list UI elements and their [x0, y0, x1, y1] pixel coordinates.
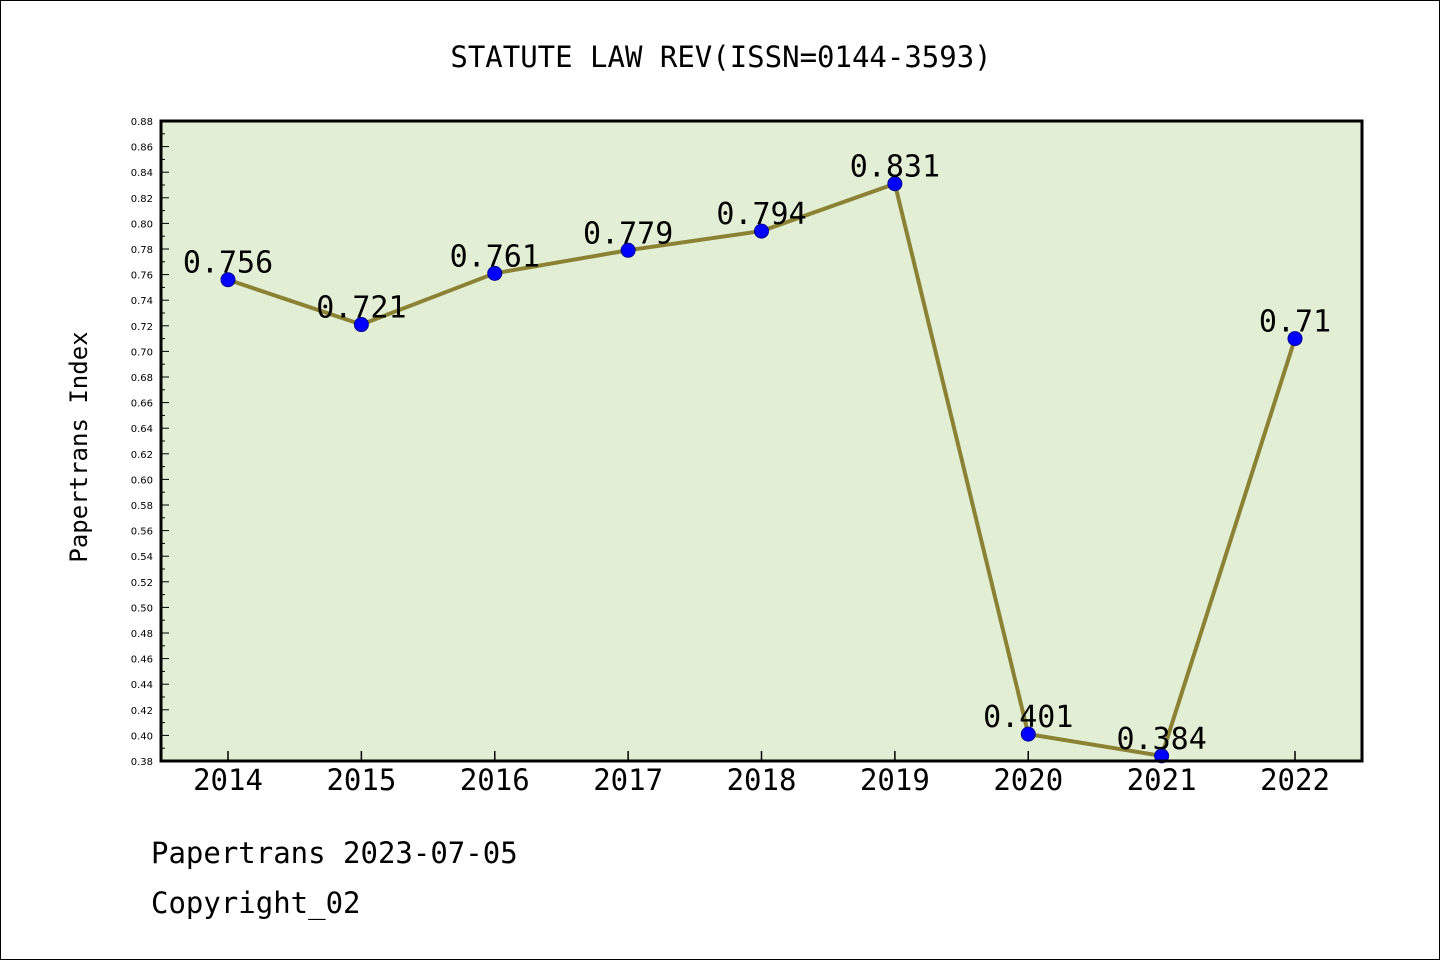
x-tick-label: 2017 [593, 763, 663, 797]
data-point-marker [620, 242, 636, 258]
data-point-marker [754, 223, 769, 239]
data-label: 0.761 [450, 239, 540, 274]
footer-date-line: Papertrans 2023-07-05 [151, 836, 518, 870]
y-tick-label: 0.64 [131, 424, 153, 435]
y-tick-label: 0.48 [131, 629, 153, 640]
y-tick-label: 0.72 [131, 322, 153, 333]
data-label: 0.71 [1259, 305, 1331, 340]
data-point-marker [1020, 726, 1036, 742]
x-tick-label: 2021 [1127, 763, 1197, 797]
data-label: 0.779 [583, 216, 673, 251]
x-tick-label: 2019 [860, 763, 930, 797]
x-tick-label: 2014 [193, 763, 263, 797]
y-tick-label: 0.40 [131, 731, 153, 742]
y-tick-label: 0.70 [131, 347, 153, 358]
y-tick-label: 0.52 [131, 578, 153, 589]
data-label: 0.384 [1116, 722, 1206, 757]
y-tick-label: 0.80 [131, 219, 153, 230]
x-tick-label: 2016 [460, 763, 530, 797]
x-tick-label: 2015 [326, 763, 396, 797]
data-point-marker [353, 317, 369, 333]
data-point-marker [487, 265, 503, 281]
y-tick-label: 0.66 [131, 399, 153, 410]
data-label: 0.756 [183, 246, 273, 281]
data-label: 0.831 [850, 150, 940, 185]
y-axis-label: Papertrans Index [65, 331, 93, 562]
y-tick-label: 0.84 [131, 168, 153, 179]
y-tick-label: 0.44 [131, 680, 153, 691]
y-tick-label: 0.58 [131, 501, 153, 512]
y-tick-label: 0.50 [131, 603, 153, 614]
y-tick-label: 0.56 [131, 527, 153, 538]
y-tick-label: 0.74 [131, 296, 153, 307]
y-tick-label: 0.88 [131, 117, 153, 128]
y-tick-label: 0.46 [131, 655, 153, 666]
x-tick-label: 2020 [993, 763, 1063, 797]
plot-border [159, 119, 1364, 763]
data-label: 0.794 [716, 197, 806, 232]
x-tick-label: 2018 [727, 763, 797, 797]
y-tick-label: 0.62 [131, 450, 153, 461]
y-tick-label: 0.82 [131, 194, 153, 205]
data-point-marker [887, 176, 903, 192]
data-label: 0.721 [316, 291, 406, 326]
y-tick-label: 0.78 [131, 245, 153, 256]
y-tick-label: 0.42 [131, 706, 153, 717]
data-point-marker [1287, 331, 1303, 347]
data-label: 0.401 [983, 700, 1073, 735]
y-tick-label: 0.68 [131, 373, 153, 384]
y-tick-label: 0.76 [131, 271, 153, 282]
y-tick-label: 0.38 [131, 757, 153, 768]
data-point-marker [220, 272, 236, 288]
chart-title: STATUTE LAW REV(ISSN=0144-3593) [450, 40, 991, 74]
footer-copyright-line: Copyright_02 [151, 886, 361, 920]
data-point-marker [1154, 748, 1170, 764]
x-tick-label: 2022 [1260, 763, 1330, 797]
y-tick-label: 0.54 [131, 552, 153, 563]
y-tick-label: 0.86 [131, 143, 153, 154]
y-tick-label: 0.60 [131, 475, 153, 486]
